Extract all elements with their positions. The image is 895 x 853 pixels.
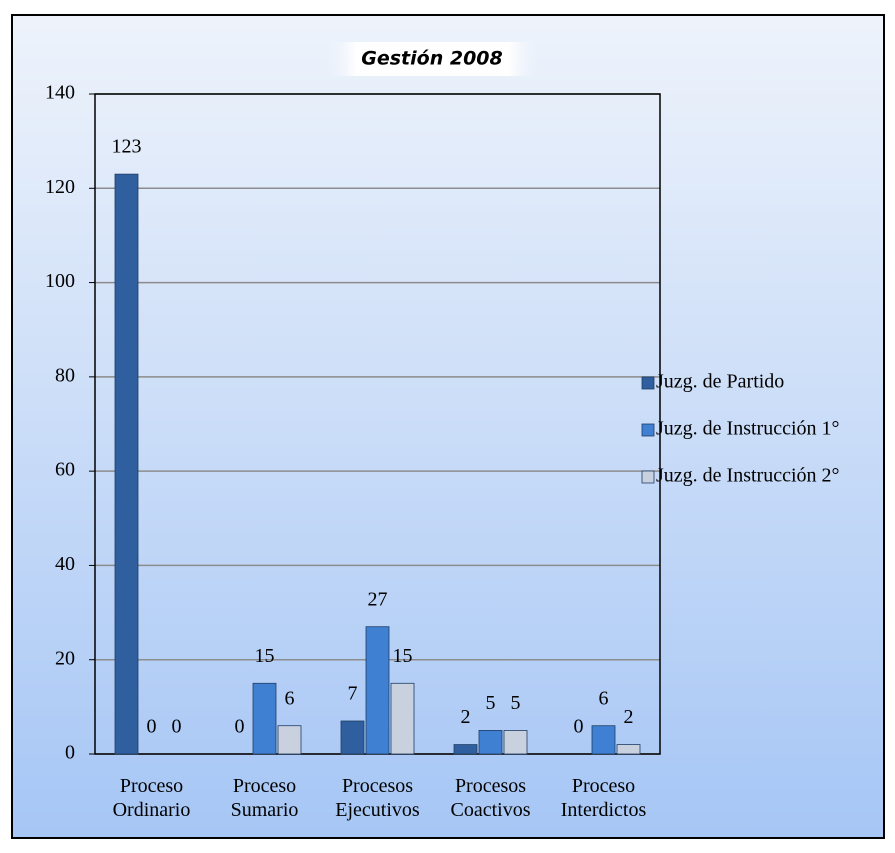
x-tick-label: Proceso Ordinario bbox=[113, 775, 191, 821]
chart-frame bbox=[11, 14, 885, 839]
data-label: 2 bbox=[624, 706, 634, 728]
legend-swatch bbox=[641, 423, 655, 437]
data-label: 123 bbox=[112, 136, 142, 158]
data-label: 6 bbox=[599, 687, 609, 709]
data-label: 0 bbox=[172, 716, 182, 738]
legend-swatch bbox=[641, 376, 655, 390]
data-label: 5 bbox=[511, 692, 521, 714]
bar bbox=[365, 626, 390, 755]
x-tick-label: Proceso Interdictos bbox=[561, 775, 647, 821]
data-label: 27 bbox=[368, 588, 388, 610]
data-label: 2 bbox=[461, 706, 471, 728]
data-label: 15 bbox=[255, 645, 275, 667]
y-tick-label: 0 bbox=[65, 742, 75, 764]
x-tick-label: Proceso Sumario bbox=[231, 775, 299, 821]
data-label: 5 bbox=[486, 692, 496, 714]
legend-label: Juzg. de Instrucción 1° bbox=[656, 418, 840, 440]
data-label: 15 bbox=[393, 645, 413, 667]
data-label: 7 bbox=[348, 683, 358, 705]
chart-title: Gestión 2008 bbox=[361, 48, 502, 70]
bar bbox=[277, 725, 302, 755]
y-tick-label: 100 bbox=[45, 270, 75, 292]
bar bbox=[252, 682, 277, 755]
data-label: 0 bbox=[574, 716, 584, 738]
data-label: 6 bbox=[285, 687, 295, 709]
y-tick-label: 60 bbox=[55, 459, 75, 481]
data-label: 0 bbox=[235, 716, 245, 738]
bar bbox=[503, 730, 528, 755]
title-box bbox=[325, 42, 540, 76]
bar bbox=[591, 725, 616, 755]
y-tick-label: 120 bbox=[45, 176, 75, 198]
bar bbox=[478, 730, 503, 755]
bar bbox=[114, 173, 139, 755]
bar bbox=[340, 720, 365, 755]
y-tick-label: 80 bbox=[55, 364, 75, 386]
bar bbox=[616, 744, 641, 755]
bar bbox=[453, 744, 478, 755]
data-label: 0 bbox=[147, 716, 157, 738]
legend-swatch bbox=[641, 470, 655, 484]
y-tick-label: 20 bbox=[55, 647, 75, 669]
bar bbox=[390, 682, 415, 755]
y-tick-label: 140 bbox=[45, 82, 75, 104]
x-tick-label: Procesos Coactivos bbox=[451, 775, 531, 821]
legend-label: Juzg. de Partido bbox=[656, 371, 784, 393]
x-tick-label: Procesos Ejecutivos bbox=[335, 775, 420, 821]
y-tick-label: 40 bbox=[55, 553, 75, 575]
legend-label: Juzg. de Instrucción 2° bbox=[656, 465, 840, 487]
